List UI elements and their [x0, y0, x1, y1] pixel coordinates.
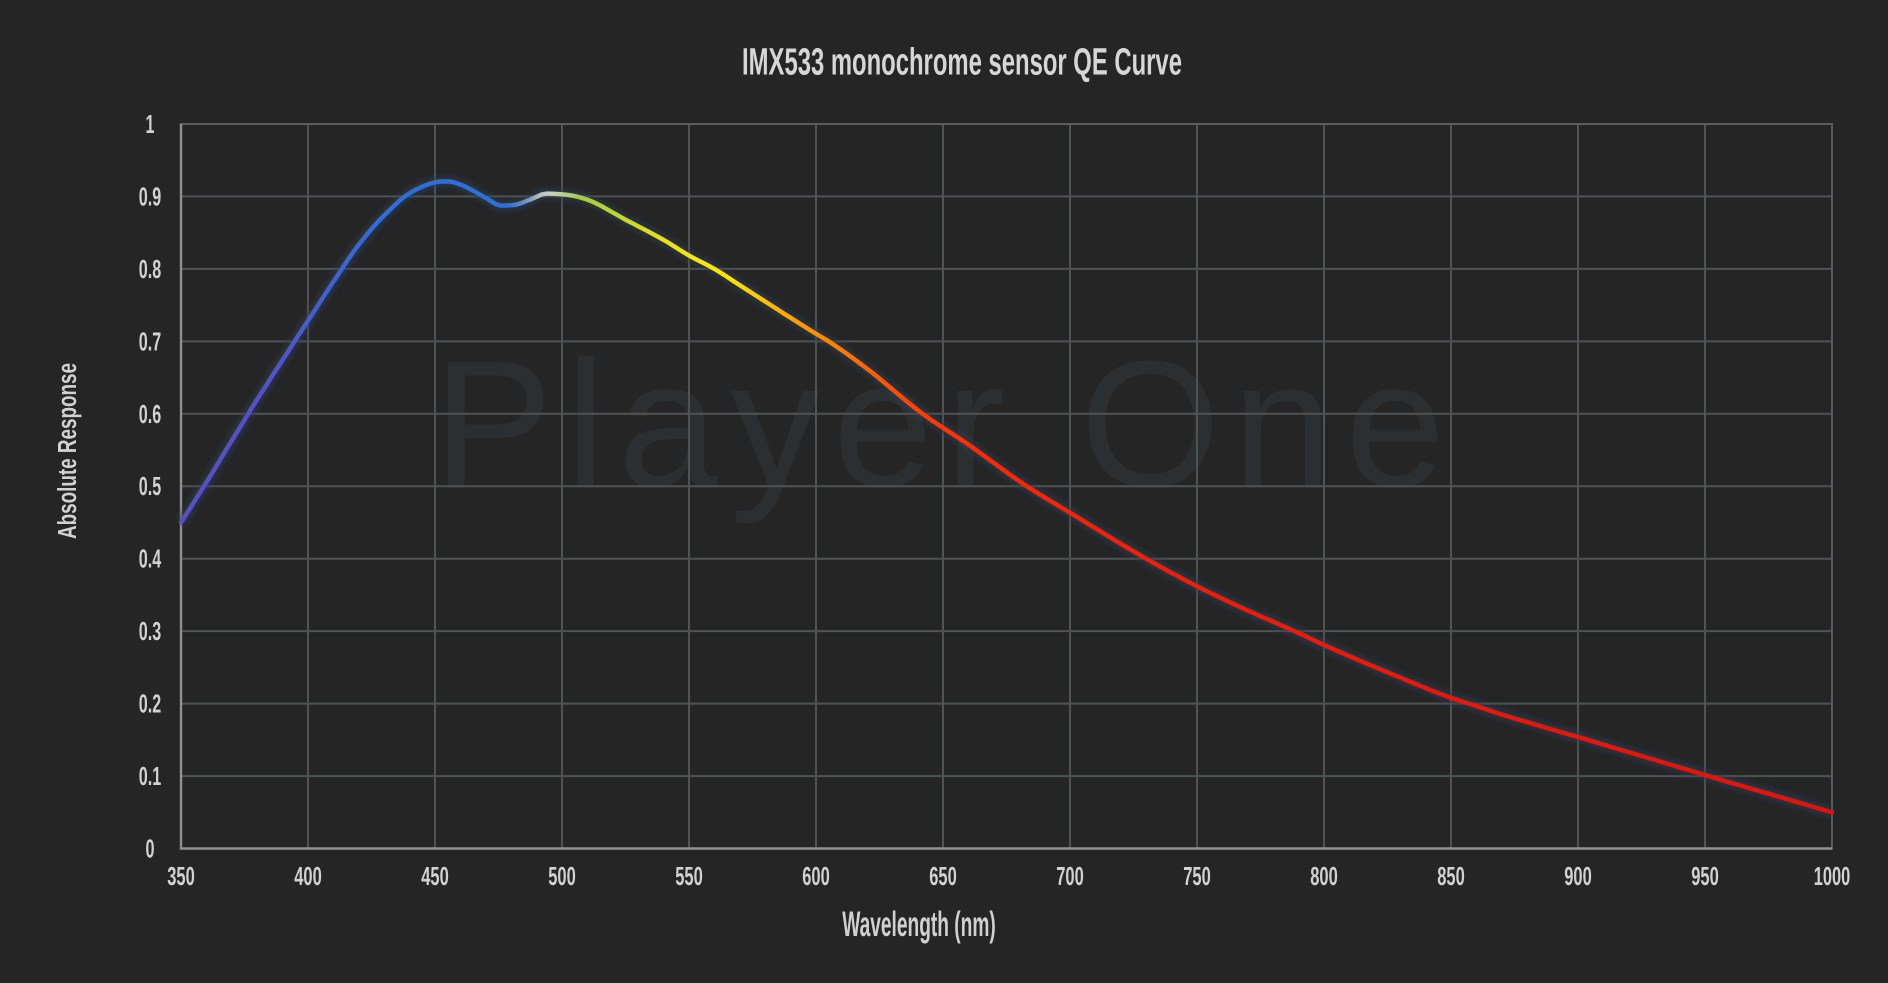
svg-text:450: 450	[421, 861, 448, 891]
svg-text:Absolute Response: Absolute Response	[52, 363, 82, 539]
svg-text:0.4: 0.4	[139, 544, 161, 574]
svg-text:850: 850	[1437, 861, 1464, 891]
svg-text:750: 750	[1183, 861, 1210, 891]
svg-text:0.8: 0.8	[139, 254, 161, 284]
svg-text:0.7: 0.7	[139, 326, 161, 356]
svg-text:700: 700	[1056, 861, 1083, 891]
svg-text:600: 600	[802, 861, 829, 891]
svg-text:0.9: 0.9	[139, 181, 161, 211]
svg-text:500: 500	[548, 861, 575, 891]
svg-text:900: 900	[1564, 861, 1591, 891]
svg-text:0.6: 0.6	[139, 399, 161, 429]
svg-text:Wavelength (nm): Wavelength (nm)	[842, 904, 996, 944]
svg-text:IMX533 monochrome sensor QE Cu: IMX533 monochrome sensor QE Curve	[742, 40, 1182, 83]
svg-text:0.3: 0.3	[139, 616, 161, 646]
svg-text:800: 800	[1310, 861, 1337, 891]
svg-text:1000: 1000	[1814, 861, 1850, 891]
svg-text:0.1: 0.1	[139, 761, 161, 791]
svg-text:650: 650	[929, 861, 956, 891]
svg-text:0.2: 0.2	[139, 689, 161, 719]
svg-text:0.5: 0.5	[139, 471, 161, 501]
svg-text:0: 0	[146, 833, 155, 863]
svg-text:950: 950	[1691, 861, 1718, 891]
svg-text:350: 350	[167, 861, 194, 891]
svg-text:550: 550	[675, 861, 702, 891]
svg-text:400: 400	[294, 861, 321, 891]
svg-text:1: 1	[146, 109, 155, 139]
